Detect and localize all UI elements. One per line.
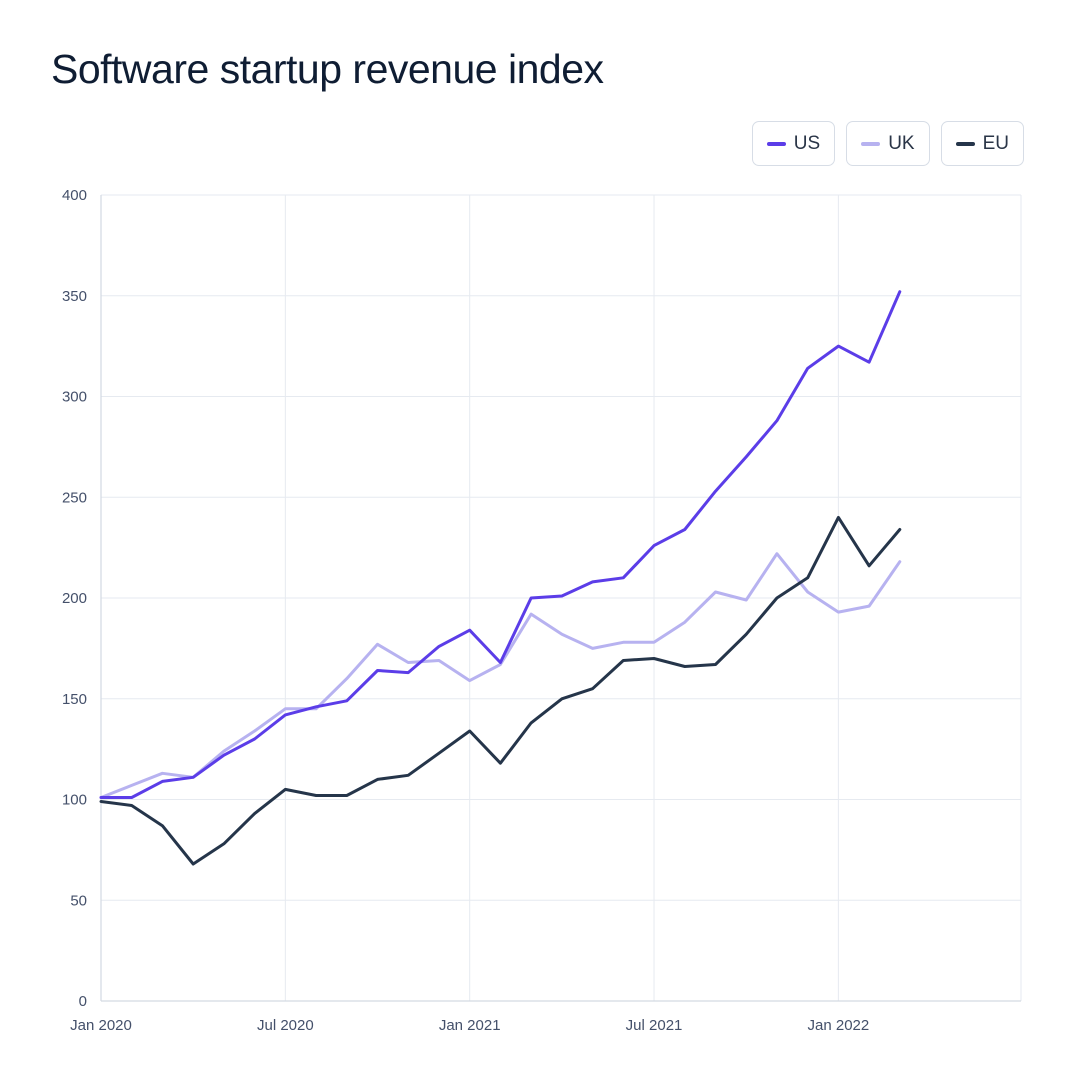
x-tick-label: Jul 2021 [626,1017,683,1034]
chart-title: Software startup revenue index [51,46,604,92]
y-tick-label: 350 [62,288,87,305]
legend-swatch-uk [861,141,881,146]
series-line-eu [99,515,902,866]
legend-swatch-us [766,141,786,146]
legend-item-uk[interactable]: UK [846,121,930,166]
legend-swatch-eu [955,141,975,146]
y-tick-label: 150 [62,691,87,708]
x-tick-label: Jul 2020 [257,1017,314,1034]
y-tick-label: 300 [62,389,87,406]
series-line-uk [99,552,902,799]
series-line-us [99,290,902,799]
y-tick-label: 100 [62,792,87,809]
y-tick-label: 50 [70,892,87,909]
y-tick-label: 250 [62,489,87,506]
legend-label-eu: EU [982,132,1009,154]
x-tick-label: Jan 2022 [808,1017,870,1034]
legend-item-eu[interactable]: EU [940,121,1024,166]
legend: US UK EU [751,121,1024,166]
y-tick-label: 200 [62,590,87,607]
legend-label-us: US [793,132,821,154]
x-tick-label: Jan 2021 [439,1017,501,1034]
x-tick-label: Jan 2020 [70,1017,132,1034]
legend-label-uk: UK [888,132,915,154]
y-tick-label: 400 [62,187,87,204]
y-tick-label: 0 [79,993,87,1010]
legend-item-us[interactable]: US [751,121,836,166]
